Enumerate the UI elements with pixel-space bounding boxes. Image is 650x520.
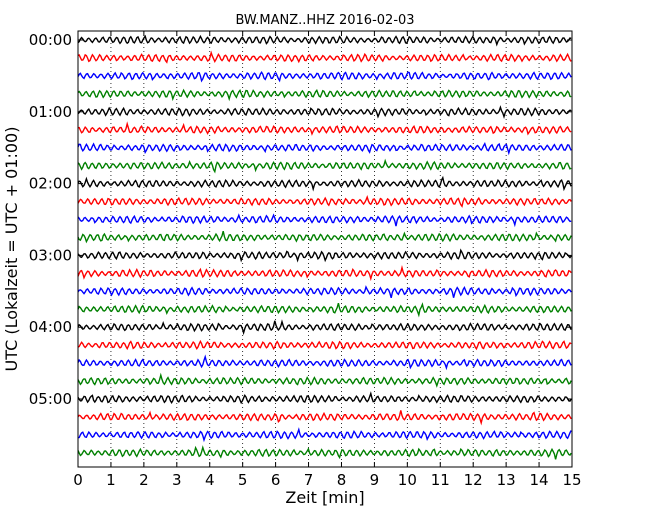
seismic-trace xyxy=(77,175,572,192)
seismic-trace xyxy=(77,195,572,208)
seismic-trace xyxy=(77,445,572,460)
x-tick-label: 6 xyxy=(271,471,281,489)
x-axis-ticks: 0 1 2 3 4 5 6 7 8 9 10 11 12 13 14 15 xyxy=(73,31,582,489)
seismic-trace xyxy=(77,354,572,371)
seismic-trace xyxy=(77,339,572,351)
grid-lines xyxy=(110,31,540,467)
y-tick-label: 01:00 xyxy=(29,103,72,121)
y-tick-label: 03:00 xyxy=(29,246,72,264)
x-tick-label: 4 xyxy=(205,471,215,489)
x-tick-label: 11 xyxy=(431,471,450,489)
plot-frame xyxy=(77,30,573,468)
seismic-trace xyxy=(77,213,572,228)
chart-title: BW.MANZ..HHZ 2016-02-03 xyxy=(235,13,414,28)
x-tick-label: 13 xyxy=(497,471,516,489)
seismic-trace xyxy=(77,285,572,299)
x-tick-label: 10 xyxy=(398,471,417,489)
seismic-trace xyxy=(77,88,572,102)
seismic-trace xyxy=(77,264,572,282)
seismic-trace xyxy=(77,50,572,64)
seismic-trace xyxy=(77,34,572,47)
x-tick-label: 3 xyxy=(172,471,182,489)
seismic-trace xyxy=(77,319,572,336)
x-tick-label: 14 xyxy=(530,471,549,489)
seismic-trace xyxy=(77,302,572,318)
x-tick-label: 15 xyxy=(562,471,581,489)
x-tick-label: 1 xyxy=(106,471,116,489)
seismic-trace xyxy=(77,71,572,83)
seismic-trace xyxy=(77,391,572,405)
seismic-trace xyxy=(77,410,572,426)
y-axis-ticks: 00:00 01:00 02:00 03:00 04:00 05:00 xyxy=(29,31,572,408)
x-tick-label: 12 xyxy=(464,471,483,489)
y-tick-label: 02:00 xyxy=(29,175,72,193)
x-tick-label: 2 xyxy=(139,471,149,489)
seismic-trace xyxy=(77,141,572,156)
seismic-trace xyxy=(77,158,572,174)
x-tick-label: 7 xyxy=(304,471,314,489)
seismic-trace xyxy=(77,248,572,263)
x-axis-label: Zeit [min] xyxy=(285,488,364,507)
seismic-trace xyxy=(77,105,572,120)
seismic-trace xyxy=(77,230,572,244)
y-tick-label: 05:00 xyxy=(29,390,72,408)
traces xyxy=(77,34,572,460)
x-tick-label: 0 xyxy=(73,471,83,489)
x-tick-label: 8 xyxy=(337,471,347,489)
x-tick-label: 5 xyxy=(238,471,248,489)
y-tick-label: 00:00 xyxy=(29,31,72,49)
seismic-trace xyxy=(77,121,572,136)
y-axis-label: UTC (Lokalzeit = UTC + 01:00) xyxy=(2,127,21,372)
seismic-trace xyxy=(77,427,572,443)
seismic-trace xyxy=(77,372,572,388)
x-tick-label: 9 xyxy=(370,471,380,489)
y-tick-label: 04:00 xyxy=(29,318,72,336)
